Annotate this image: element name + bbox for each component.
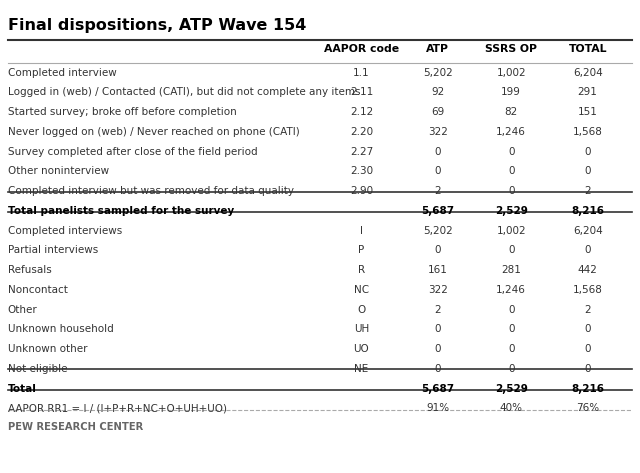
Text: 0: 0	[508, 186, 515, 196]
Text: Partial interviews: Partial interviews	[8, 245, 98, 255]
Text: 322: 322	[428, 127, 448, 137]
Text: 2.30: 2.30	[350, 166, 373, 176]
Text: 0: 0	[435, 324, 441, 334]
Text: NE: NE	[355, 364, 369, 374]
Text: 0: 0	[584, 245, 591, 255]
Text: 281: 281	[501, 265, 521, 275]
Text: 2,529: 2,529	[495, 206, 527, 216]
Text: 151: 151	[578, 107, 598, 117]
Text: Started survey; broke off before completion: Started survey; broke off before complet…	[8, 107, 237, 117]
Text: 0: 0	[435, 364, 441, 374]
Text: 91%: 91%	[426, 403, 449, 413]
Text: 0: 0	[508, 344, 515, 354]
Text: Completed interviews: Completed interviews	[8, 226, 122, 236]
Text: 6,204: 6,204	[573, 226, 602, 236]
Text: NC: NC	[354, 285, 369, 295]
Text: UO: UO	[353, 344, 369, 354]
Text: 291: 291	[578, 88, 598, 97]
Text: 0: 0	[508, 166, 515, 176]
Text: Refusals: Refusals	[8, 265, 51, 275]
Text: Not eligible: Not eligible	[8, 364, 67, 374]
Text: 40%: 40%	[500, 403, 523, 413]
Text: 2.11: 2.11	[350, 88, 373, 97]
Text: 92: 92	[431, 88, 445, 97]
Text: 2.27: 2.27	[350, 147, 373, 157]
Text: 2: 2	[435, 186, 441, 196]
Text: 0: 0	[435, 166, 441, 176]
Text: 199: 199	[501, 88, 521, 97]
Text: Total: Total	[8, 384, 36, 394]
Text: 2.90: 2.90	[350, 186, 373, 196]
Text: Final dispositions, ATP Wave 154: Final dispositions, ATP Wave 154	[8, 18, 306, 33]
Text: O: O	[357, 305, 365, 315]
Text: Other: Other	[8, 305, 38, 315]
Text: 442: 442	[578, 265, 598, 275]
Text: 0: 0	[584, 324, 591, 334]
Text: 2.20: 2.20	[350, 127, 373, 137]
Text: Never logged on (web) / Never reached on phone (CATI): Never logged on (web) / Never reached on…	[8, 127, 300, 137]
Text: 1,568: 1,568	[573, 285, 603, 295]
Text: 1,568: 1,568	[573, 127, 603, 137]
Text: Logged in (web) / Contacted (CATI), but did not complete any items: Logged in (web) / Contacted (CATI), but …	[8, 88, 360, 97]
Text: 161: 161	[428, 265, 448, 275]
Text: 0: 0	[508, 364, 515, 374]
Text: 8,216: 8,216	[571, 206, 604, 216]
Text: P: P	[358, 245, 365, 255]
Text: 2,529: 2,529	[495, 384, 527, 394]
Text: 82: 82	[504, 107, 518, 117]
Text: 1,246: 1,246	[496, 127, 526, 137]
Text: R: R	[358, 265, 365, 275]
Text: 0: 0	[584, 147, 591, 157]
Text: 0: 0	[435, 147, 441, 157]
Text: 76%: 76%	[576, 403, 599, 413]
Text: 5,687: 5,687	[421, 384, 454, 394]
Text: I: I	[360, 226, 363, 236]
Text: Noncontact: Noncontact	[8, 285, 68, 295]
Text: 1.1: 1.1	[353, 68, 370, 78]
Text: 0: 0	[508, 147, 515, 157]
Text: 0: 0	[435, 245, 441, 255]
Text: Other noninterview: Other noninterview	[8, 166, 109, 176]
Text: Unknown other: Unknown other	[8, 344, 87, 354]
Text: 2: 2	[435, 305, 441, 315]
Text: 0: 0	[508, 305, 515, 315]
Text: 0: 0	[584, 364, 591, 374]
Text: 5,202: 5,202	[423, 68, 452, 78]
Text: TOTAL: TOTAL	[568, 44, 607, 54]
Text: 5,687: 5,687	[421, 206, 454, 216]
Text: SSRS OP: SSRS OP	[485, 44, 537, 54]
Text: 8,216: 8,216	[571, 384, 604, 394]
Text: Unknown household: Unknown household	[8, 324, 113, 334]
Text: Completed interview but was removed for data quality: Completed interview but was removed for …	[8, 186, 294, 196]
Text: 6,204: 6,204	[573, 68, 602, 78]
Text: 1,002: 1,002	[497, 226, 526, 236]
Text: 1,246: 1,246	[496, 285, 526, 295]
Text: 2: 2	[584, 186, 591, 196]
Text: AAPOR RR1 = I / (I+P+R+NC+O+UH+UO): AAPOR RR1 = I / (I+P+R+NC+O+UH+UO)	[8, 403, 227, 413]
Text: Total panelists sampled for the survey: Total panelists sampled for the survey	[8, 206, 234, 216]
Text: AAPOR code: AAPOR code	[324, 44, 399, 54]
Text: UH: UH	[354, 324, 369, 334]
Text: 0: 0	[584, 344, 591, 354]
Text: 0: 0	[508, 245, 515, 255]
Text: ATP: ATP	[426, 44, 449, 54]
Text: 0: 0	[435, 344, 441, 354]
Text: 1,002: 1,002	[497, 68, 526, 78]
Text: 2.12: 2.12	[350, 107, 373, 117]
Text: 2: 2	[584, 305, 591, 315]
Text: Completed interview: Completed interview	[8, 68, 116, 78]
Text: PEW RESEARCH CENTER: PEW RESEARCH CENTER	[8, 422, 143, 432]
Text: 5,202: 5,202	[423, 226, 452, 236]
Text: 0: 0	[584, 166, 591, 176]
Text: 69: 69	[431, 107, 445, 117]
Text: 0: 0	[508, 324, 515, 334]
Text: 322: 322	[428, 285, 448, 295]
Text: Survey completed after close of the field period: Survey completed after close of the fiel…	[8, 147, 257, 157]
